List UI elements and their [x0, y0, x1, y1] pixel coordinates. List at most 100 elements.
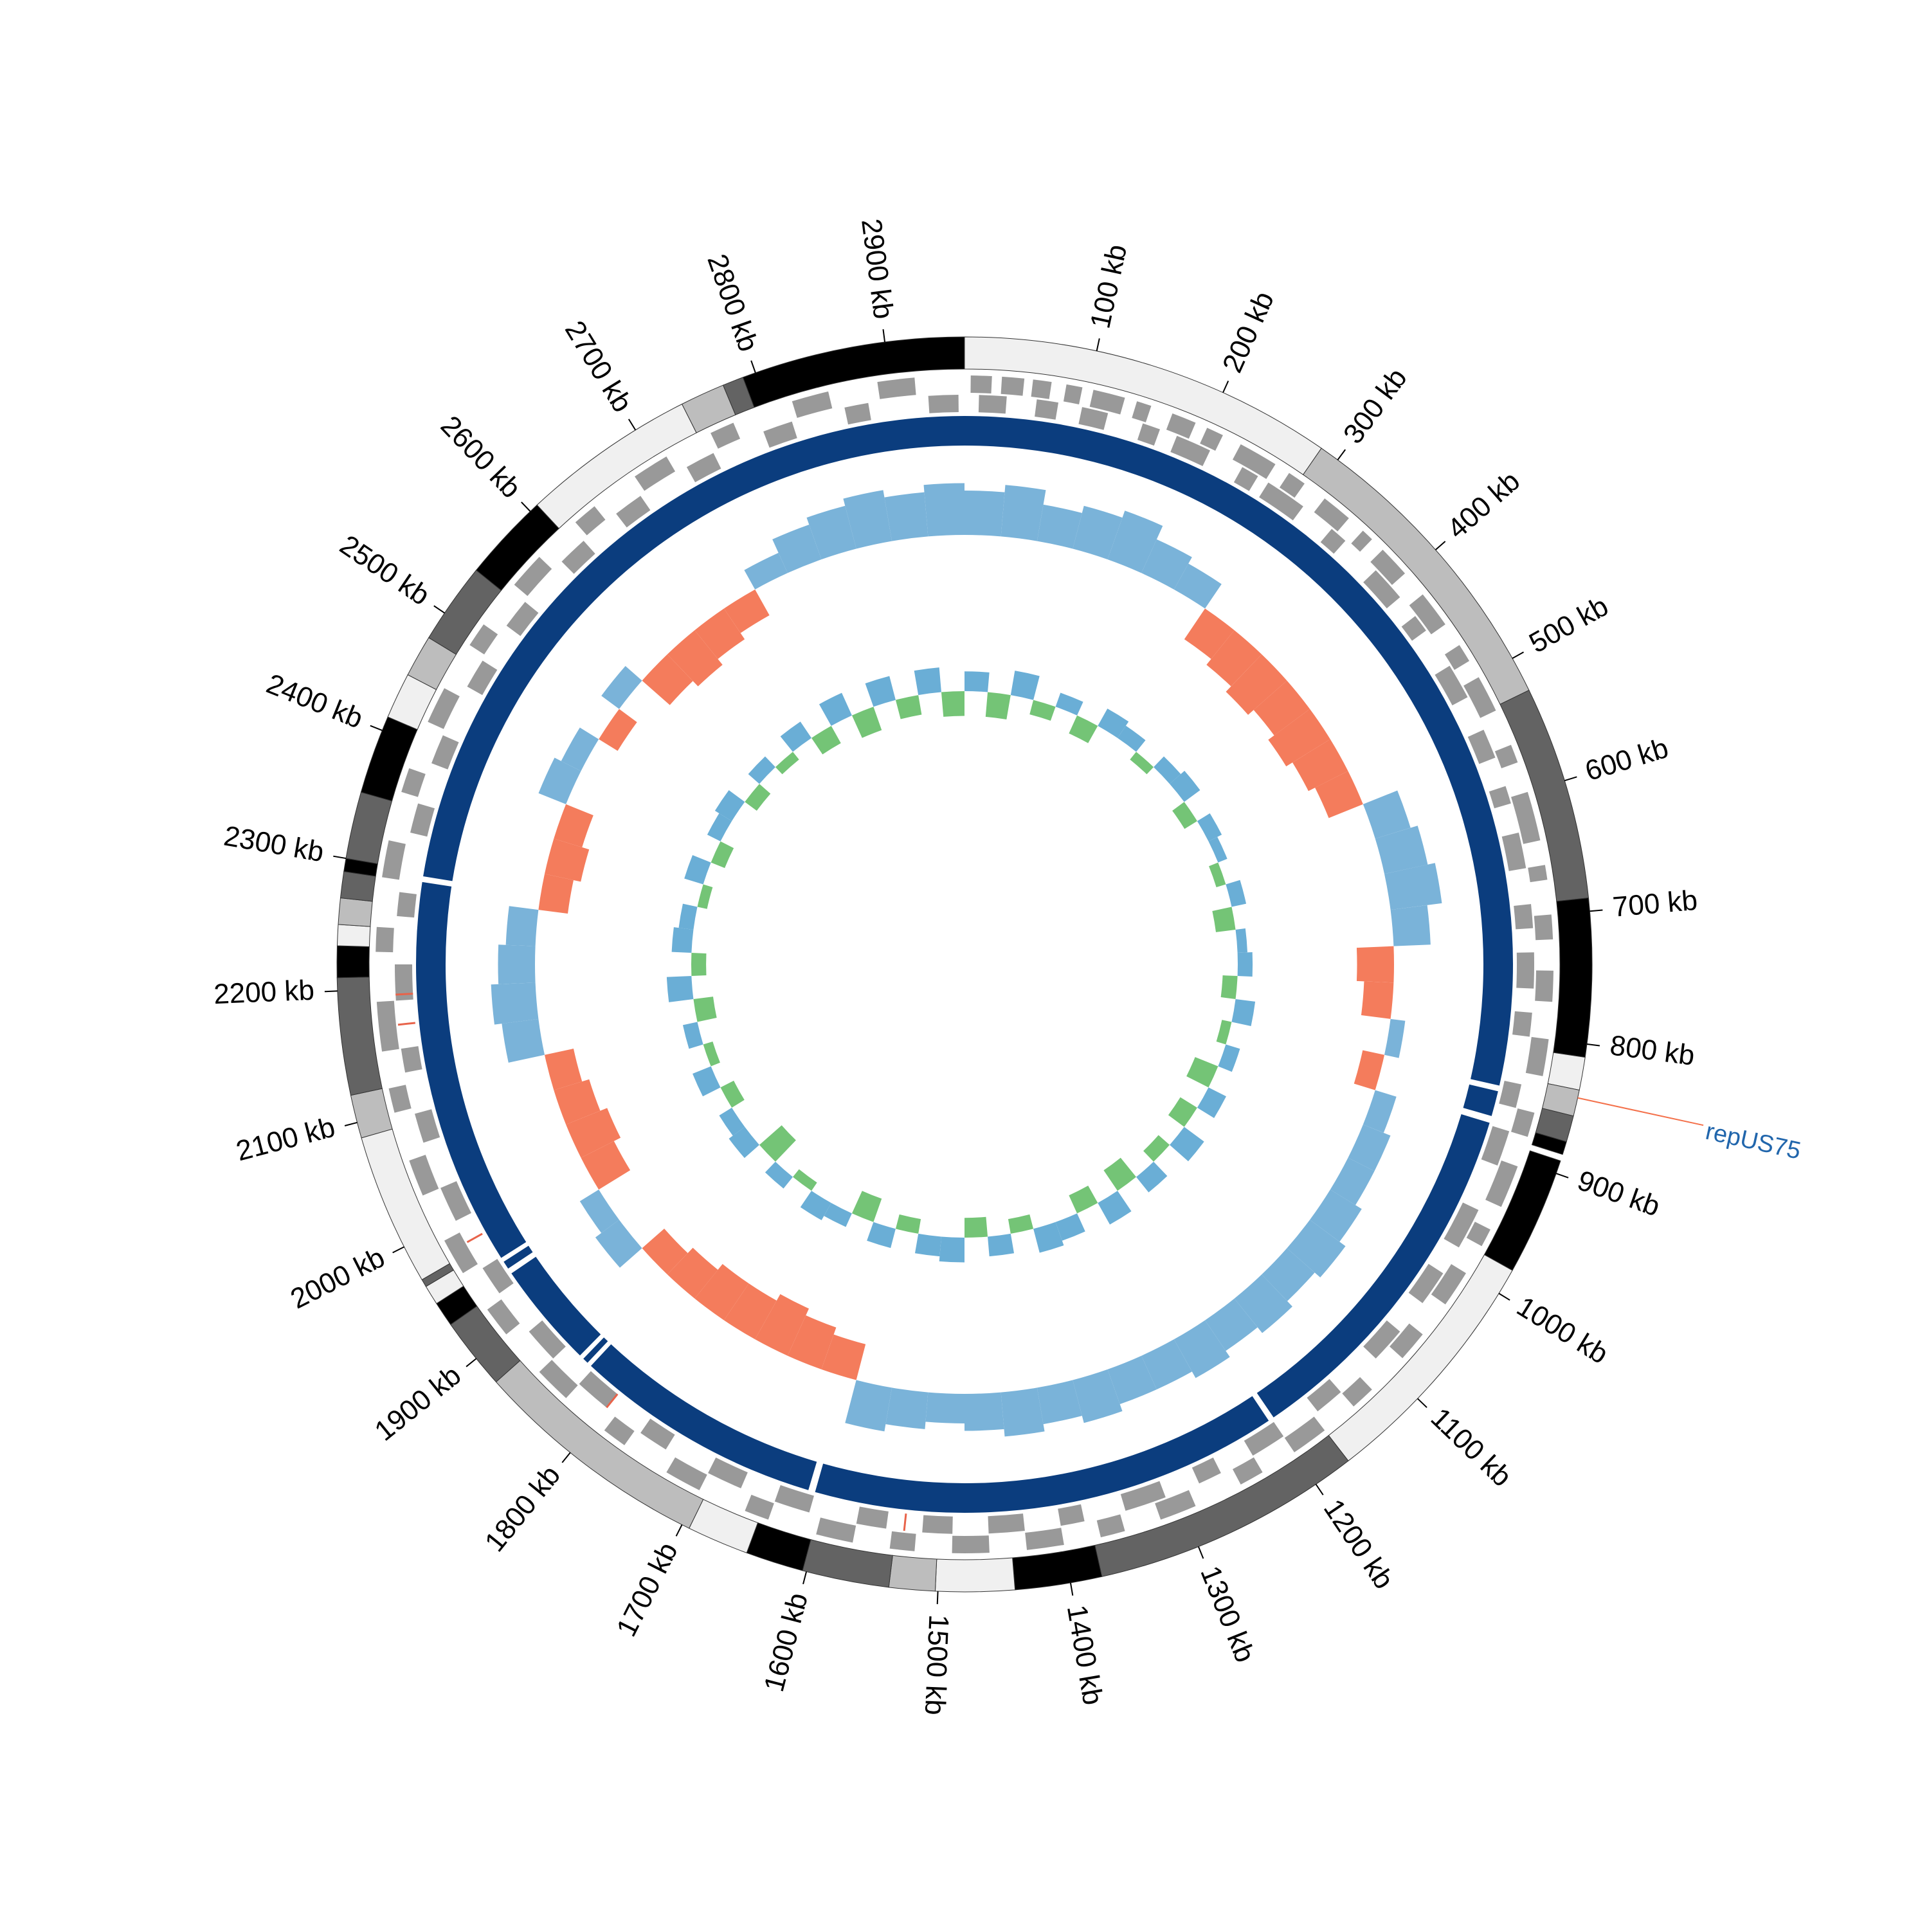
gc-skew-bar	[821, 1334, 866, 1380]
tick	[750, 360, 756, 374]
gc-content-bar	[1170, 1126, 1204, 1162]
gc-content-bar	[1117, 725, 1146, 752]
tick	[675, 1524, 683, 1537]
gc-content-bar	[1216, 1020, 1232, 1045]
gene	[1320, 528, 1346, 554]
gc-skew-bar	[1173, 1320, 1230, 1378]
contig	[888, 1555, 937, 1592]
gc-content-bar	[914, 1233, 941, 1257]
gene	[397, 892, 417, 918]
gc-skew-bar	[694, 608, 745, 660]
gc-content-bar	[895, 1214, 921, 1234]
gene	[1166, 413, 1196, 439]
tick-label: 2900 kb	[855, 217, 899, 321]
tick	[1435, 541, 1446, 550]
tick-label: 1800 kb	[479, 1459, 566, 1558]
gc-skew-bar	[1141, 539, 1192, 590]
gene	[1279, 473, 1305, 498]
tick	[1315, 1484, 1324, 1495]
gene	[763, 421, 797, 448]
gc-content-bar	[693, 997, 717, 1022]
gc-skew-bar	[884, 492, 928, 541]
gc-content-bar	[748, 756, 775, 784]
gc-skew-bar	[554, 804, 593, 847]
gene	[1534, 914, 1553, 941]
gc-skew-bar	[1292, 739, 1348, 791]
gc-content-bar	[691, 952, 707, 977]
gene	[1501, 832, 1526, 871]
gc-content-bar	[1055, 692, 1083, 716]
tick-label: 500 kb	[1524, 590, 1613, 659]
gc-content-bar	[780, 721, 812, 752]
gc-skew-bar	[694, 1264, 749, 1321]
block	[590, 1344, 817, 1490]
gc-content-bar	[964, 671, 990, 692]
tick	[333, 855, 347, 860]
gene	[1525, 1036, 1549, 1076]
tick	[1337, 449, 1346, 460]
gene	[1063, 384, 1083, 405]
gene	[428, 688, 460, 729]
gc-skew-bar	[1361, 981, 1394, 1019]
gene	[487, 1299, 520, 1335]
gc-content-bar	[719, 1107, 745, 1136]
tick	[628, 419, 637, 431]
gc-content-bar	[711, 841, 734, 869]
tick-label: 2100 kb	[233, 1112, 338, 1168]
gc-skew-bar	[601, 665, 642, 709]
contig	[746, 1522, 811, 1571]
gc-content-bar	[1010, 671, 1040, 700]
gc-content-bar	[682, 1022, 703, 1049]
gc-skew-bar	[566, 1108, 621, 1158]
gene	[395, 964, 413, 1001]
gc-content-bar	[693, 1066, 721, 1097]
gene	[1444, 1202, 1479, 1248]
gene	[970, 375, 992, 393]
rna	[606, 1393, 619, 1409]
gene	[1155, 1490, 1196, 1520]
contig	[475, 504, 559, 591]
contig	[1531, 1132, 1567, 1155]
gc-skew-bar	[723, 1283, 777, 1340]
tick	[433, 605, 445, 614]
gc-content-bar	[1154, 756, 1181, 784]
tick	[1417, 1398, 1427, 1408]
gene	[401, 1046, 422, 1073]
gc-content-bar	[819, 692, 852, 726]
gc-content-bar	[1098, 1191, 1132, 1225]
tick-label: 1700 kb	[610, 1537, 684, 1641]
gene	[1408, 1263, 1444, 1303]
gene	[952, 1535, 990, 1553]
gene	[928, 395, 959, 413]
tick	[936, 1591, 939, 1605]
gene	[1444, 645, 1470, 670]
contig	[338, 898, 373, 927]
tick-label: 2400 kb	[262, 668, 368, 735]
gc-skew-bar	[502, 1018, 545, 1063]
gc-content-bar	[811, 725, 841, 755]
gc-skew-bar	[1348, 1124, 1391, 1171]
tick-label: 700 kb	[1611, 885, 1699, 923]
gene	[1489, 786, 1511, 809]
gc-content-bar	[1172, 802, 1197, 829]
gc-content-bar	[1033, 1222, 1064, 1253]
tick	[1555, 1173, 1569, 1178]
block	[583, 1337, 608, 1363]
gene	[1494, 745, 1518, 768]
tick-label: 900 kb	[1573, 1164, 1664, 1222]
gc-content-bar	[1103, 1157, 1136, 1191]
gc-skew-bar	[1354, 1050, 1385, 1090]
block	[511, 1256, 601, 1356]
gc-content-bar	[851, 707, 882, 738]
gene	[856, 1506, 889, 1529]
gene	[1485, 1160, 1518, 1207]
gc-skew-bar	[1390, 905, 1431, 946]
gene	[1244, 1422, 1284, 1456]
gc-skew-bar	[544, 838, 590, 882]
tick	[1222, 381, 1229, 393]
contig	[802, 1539, 893, 1588]
tick	[1069, 1582, 1074, 1596]
gene	[1401, 616, 1426, 641]
gc-content-bar	[1209, 862, 1226, 888]
gc-skew-bar	[755, 1294, 810, 1356]
